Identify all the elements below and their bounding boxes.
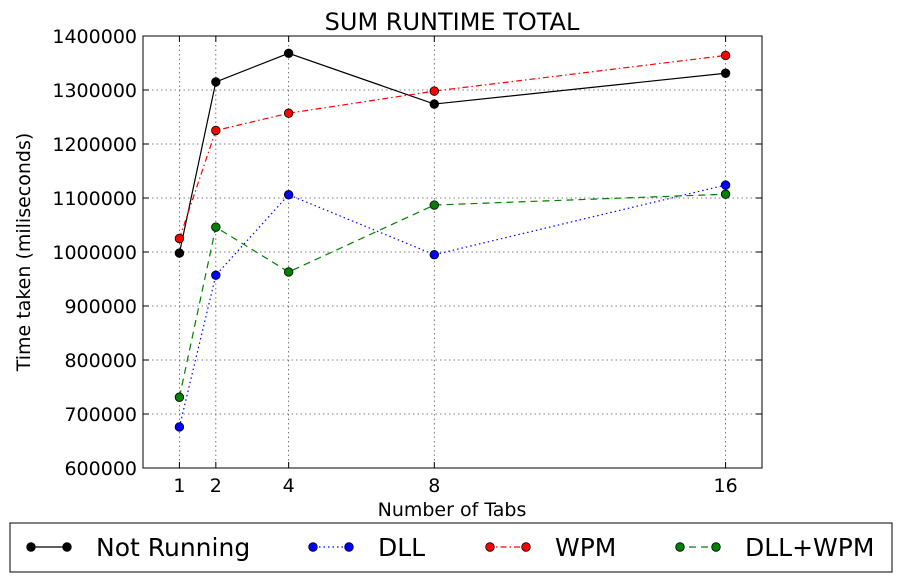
series-line-1 [178,184,726,428]
x-tick-label: 8 [428,475,440,497]
chart-title: SUM RUNTIME TOTAL [325,8,580,36]
data-point [429,99,439,109]
data-point [174,248,185,258]
data-point [720,50,731,61]
data-point [174,233,185,244]
data-point [174,422,185,432]
legend-marker [521,542,531,552]
legend-marker [675,542,685,552]
data-point [283,267,294,277]
series-line-3 [178,193,726,398]
legend: Not Running DLL WPM DLL+WPM [9,522,893,573]
x-tick-label: 16 [713,475,737,497]
series-layer [174,48,731,432]
y-tick-label: 1400000 [52,26,137,48]
legend-label: Not Running [96,533,250,562]
x-tick-label: 2 [210,475,222,497]
legend-marker [344,542,354,552]
data-point [429,86,439,96]
y-tick-label: 1100000 [52,188,137,210]
legend-marker [711,542,721,552]
x-tick-label: 4 [283,475,295,497]
data-point [720,180,731,190]
y-tick-label: 1000000 [52,242,137,264]
data-point [429,249,439,260]
x-tick-label: 1 [173,475,185,497]
data-point [720,189,731,199]
series-line-0 [178,52,726,254]
plot-frame [142,35,763,469]
y-tick-label: 700000 [64,404,137,426]
y-tick-label: 1300000 [52,80,137,102]
legend-marker [485,542,495,552]
data-point [211,125,221,136]
x-axis-label: Number of Tabs [378,499,527,521]
data-point [720,68,731,78]
legend-marker [26,542,36,552]
legend-label: DLL+WPM [745,533,874,562]
legend-marker [308,542,318,552]
data-point [283,108,294,118]
data-point [211,270,221,280]
y-tick-label: 800000 [64,350,137,372]
y-tick-label: 600000 [64,458,137,480]
data-point [283,190,294,200]
data-point [283,48,294,58]
data-point [211,222,221,232]
legend-label: DLL [378,533,425,562]
axes: 1 2 4 8 16 600000 700000 800000 900000 1000000 110… [52,26,763,497]
data-point [429,200,439,210]
data-point [211,77,221,87]
series-line-2 [178,54,726,239]
legend-label: WPM [555,533,616,562]
data-point [174,392,185,402]
y-tick-label: 900000 [64,296,137,318]
legend-box [9,522,893,573]
y-tick-label: 1200000 [52,134,137,156]
y-axis-label: Time taken (miliseconds) [13,133,35,373]
grid-lines [143,35,762,469]
legend-marker [62,542,72,552]
